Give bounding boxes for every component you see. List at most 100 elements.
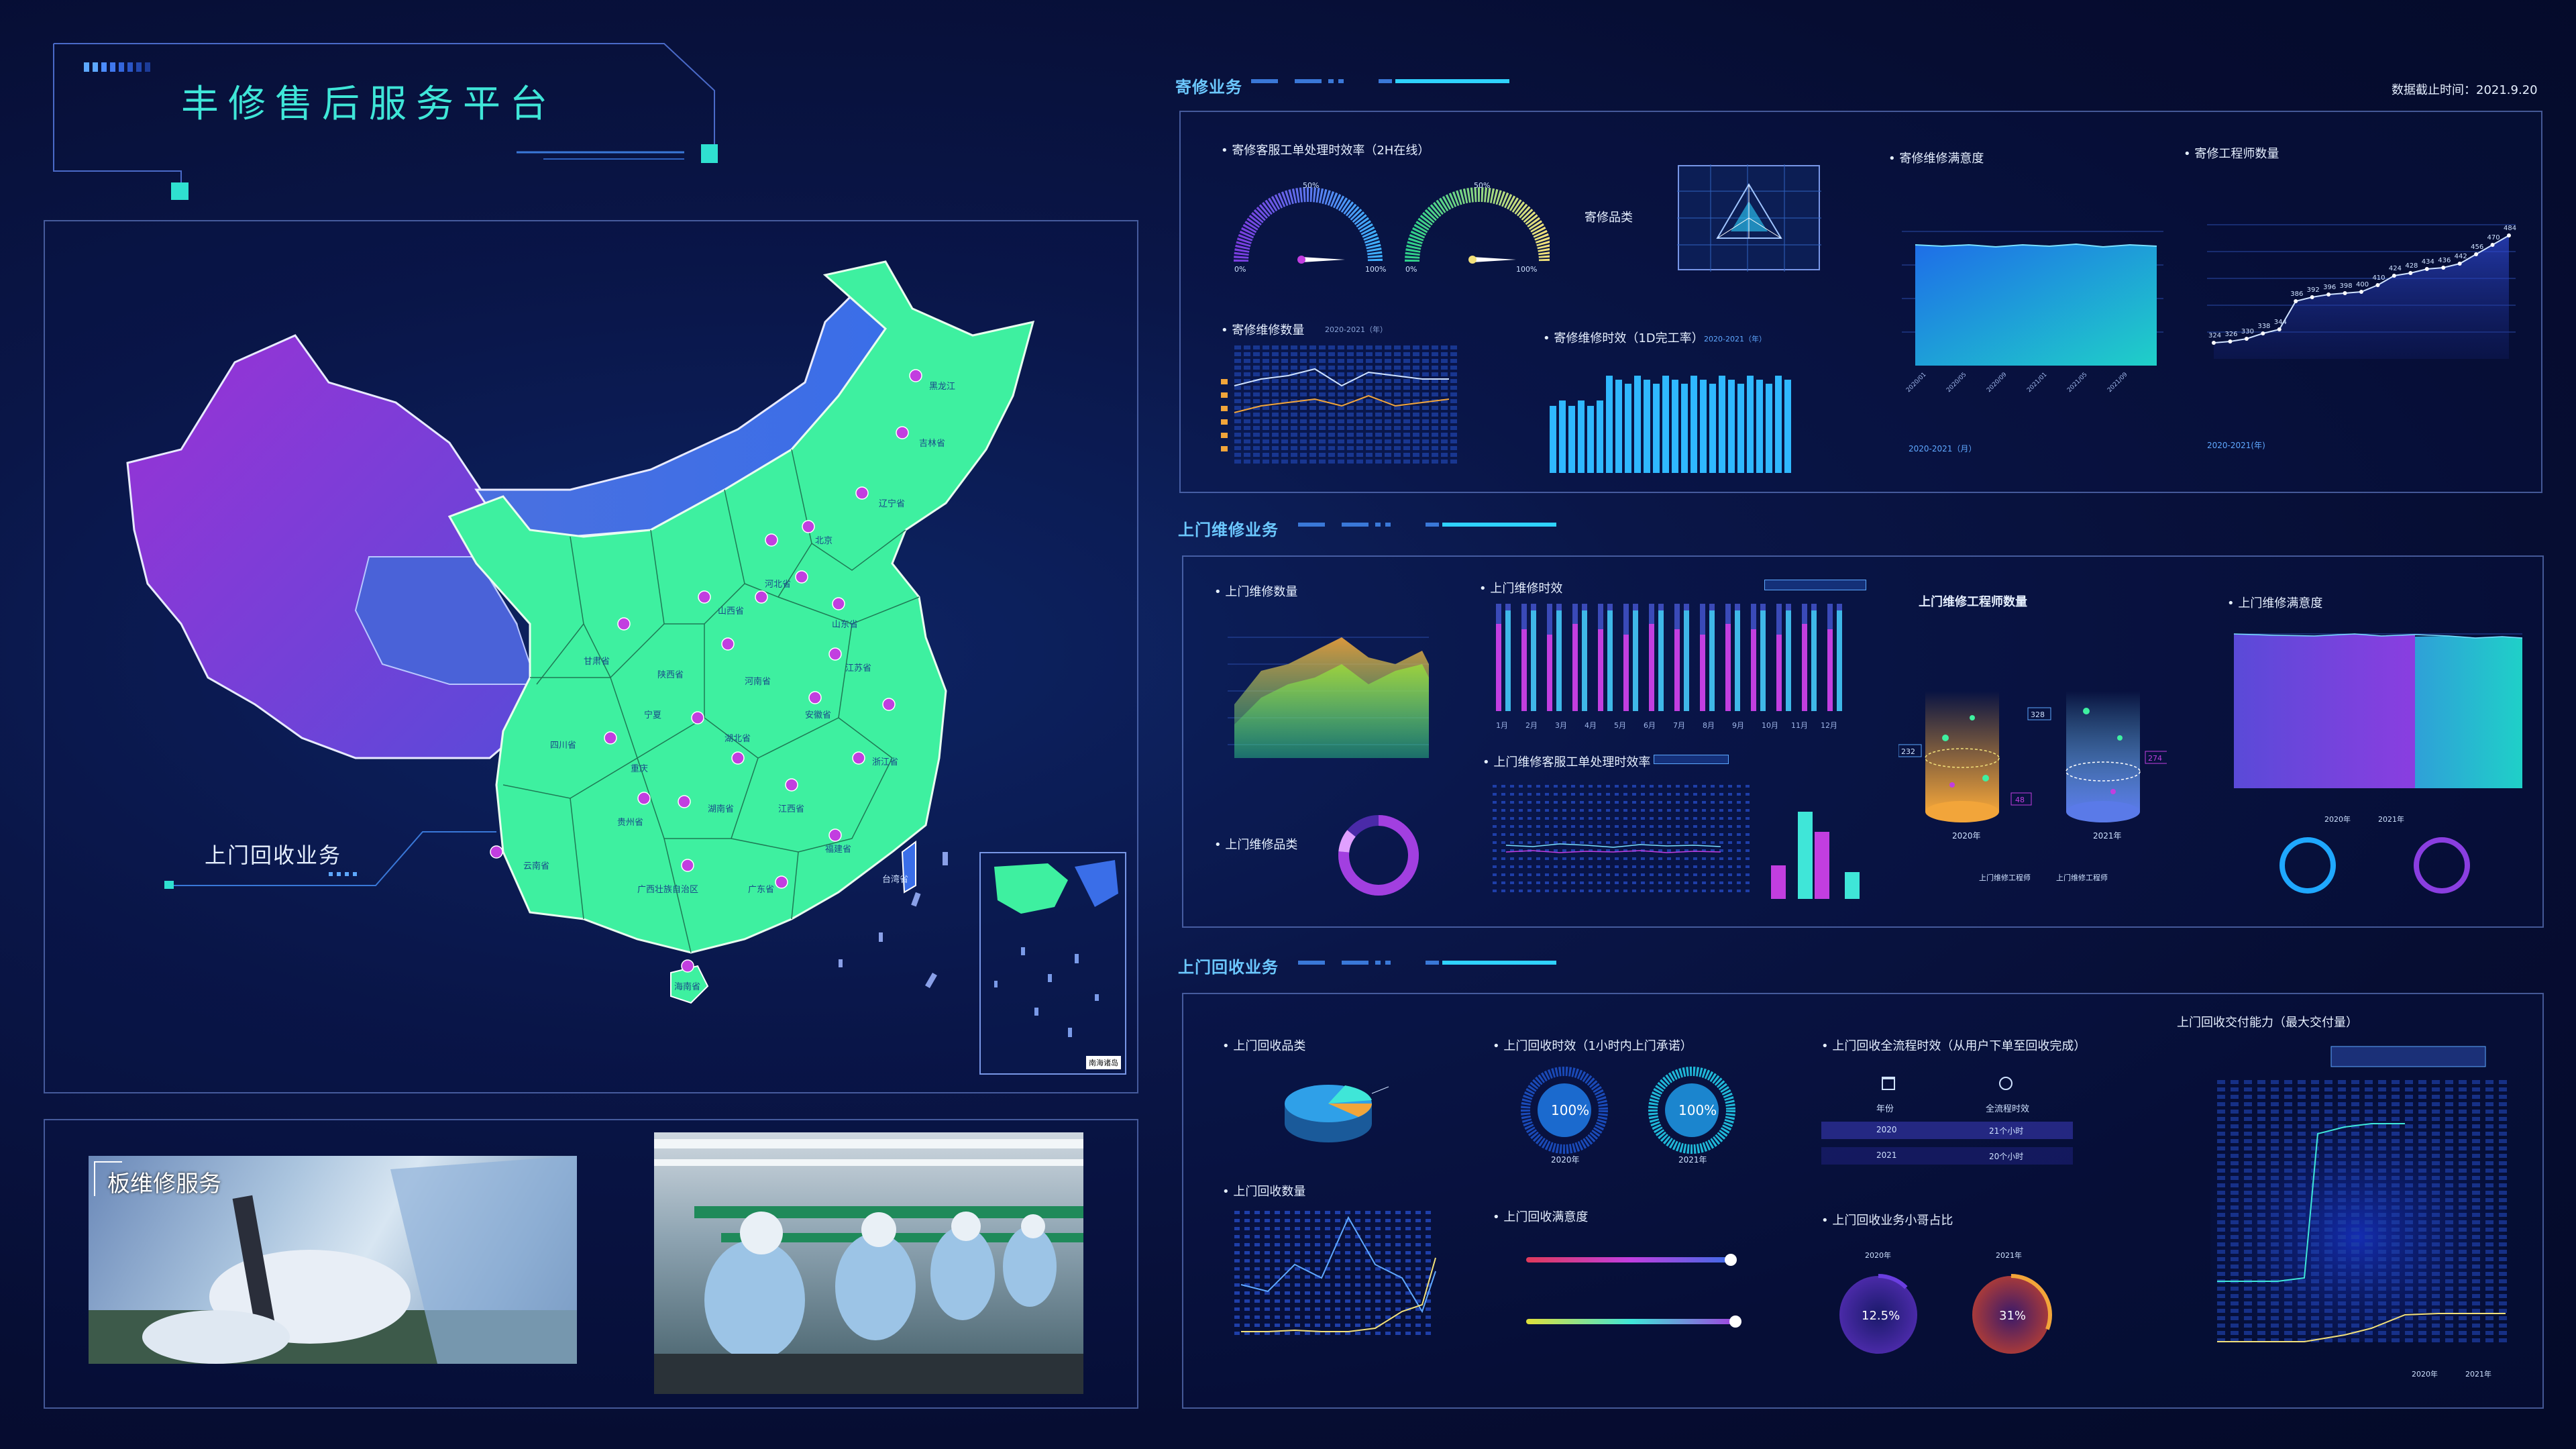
grid-cell [2405, 1294, 2413, 1298]
grid-cell [2445, 1205, 2453, 1210]
grid-cell [1356, 406, 1363, 410]
grid-cell [1501, 825, 1505, 828]
engineer-point-label: 470 [2487, 234, 2500, 241]
grid-cell [1650, 801, 1654, 804]
grid-cell [1335, 1227, 1340, 1230]
grid-cell [2365, 1154, 2373, 1158]
grid-cell [1335, 1291, 1340, 1295]
grid-cell [2405, 1146, 2413, 1150]
grid-cell [1285, 1219, 1290, 1222]
grid-cell [2405, 1198, 2413, 1202]
grid-cell [1253, 352, 1260, 356]
grid-cell [2459, 1324, 2467, 1328]
grid-cell [1432, 359, 1438, 363]
grid-cell [1667, 865, 1671, 868]
timeliness-bar [1606, 376, 1613, 473]
grid-cell [1375, 1267, 1381, 1271]
grid-cell [2231, 1198, 2239, 1202]
recycle-capacity-legend2: 2021年 [2465, 1370, 2491, 1379]
grid-cell [1394, 399, 1401, 403]
svg-text:2020/09: 2020/09 [1986, 371, 2008, 394]
grid-cell [1345, 1251, 1350, 1254]
grid-cell [1244, 1259, 1250, 1263]
grid-cell [1746, 793, 1750, 796]
grid-cell [1684, 857, 1688, 860]
grid-cell [1319, 379, 1326, 383]
calendar-icon [1882, 1077, 1895, 1090]
grid-cell [2244, 1080, 2252, 1084]
grid-cell [1281, 386, 1288, 390]
grid-cell [1355, 1259, 1360, 1263]
grid-cell [1347, 439, 1354, 443]
grid-cell [1597, 865, 1601, 868]
grid-cell [1413, 379, 1419, 383]
grid-cell [1385, 1251, 1391, 1254]
grid-cell [2324, 1235, 2332, 1239]
grid-cell [1676, 849, 1680, 852]
grid-cell [1650, 785, 1654, 788]
grid-cell [1315, 1211, 1320, 1214]
grid-cell [2324, 1287, 2332, 1291]
grid-cell [2338, 1191, 2346, 1195]
grid-cell [1737, 881, 1741, 884]
grid-cell [2298, 1095, 2306, 1099]
timeliness-bar-2021 [1531, 610, 1536, 711]
grid-cell [1309, 439, 1316, 443]
grid-cell [1366, 453, 1373, 457]
grid-cell [2499, 1279, 2507, 1283]
grid-cell [2472, 1161, 2480, 1165]
grid-cell [2445, 1183, 2453, 1187]
grid-cell [2432, 1235, 2440, 1239]
grid-cell [1589, 841, 1593, 844]
grid-cell [1623, 849, 1627, 852]
grid-cell [1244, 1235, 1250, 1238]
grid-cell [2418, 1161, 2426, 1165]
grid-cell [2418, 1169, 2426, 1173]
grid-cell [1309, 352, 1316, 356]
grid-cell [2445, 1191, 2453, 1195]
timeliness-bar [1568, 406, 1575, 473]
grid-cell [1347, 406, 1354, 410]
grid-cell [1275, 1283, 1280, 1287]
grid-cell [1728, 785, 1732, 788]
grid-cell [2405, 1154, 2413, 1158]
grid-cell [1315, 1243, 1320, 1246]
grid-cell [1319, 359, 1326, 363]
timeliness-bar-2021 [1633, 610, 1638, 711]
timeliness-bar [1747, 376, 1754, 473]
grid-cell [2459, 1161, 2467, 1165]
grid-cell [2378, 1265, 2386, 1269]
grid-cell [1234, 1291, 1240, 1295]
grid-cell [1650, 881, 1654, 884]
grid-cell [2472, 1301, 2480, 1305]
grid-cell [2338, 1205, 2346, 1210]
grid-cell [1244, 1251, 1250, 1254]
grid-cell [1328, 453, 1335, 457]
grid-cell [2499, 1324, 2507, 1328]
grid-cell [2432, 1191, 2440, 1195]
grid-cell [1450, 399, 1457, 403]
grid-cell [1291, 379, 1297, 383]
grid-cell [2459, 1301, 2467, 1305]
grid-cell [2392, 1301, 2400, 1305]
grid-cell [1493, 809, 1497, 812]
grid-cell [2338, 1228, 2346, 1232]
engineer-point [2392, 274, 2396, 278]
svg-text:31%: 31% [1999, 1309, 2026, 1323]
grid-cell [1375, 372, 1382, 376]
grid-cell [1281, 372, 1288, 376]
grid-cell [2459, 1102, 2467, 1106]
onsite-count-chart [1228, 637, 1429, 758]
grid-cell [1580, 890, 1584, 892]
grid-cell [1234, 426, 1241, 430]
mail-timeliness-chart [1550, 376, 1791, 473]
grid-cell [1335, 1211, 1340, 1214]
grid-cell [2378, 1095, 2386, 1099]
engineer-point [2441, 266, 2446, 270]
grid-cell [1658, 801, 1662, 804]
grid-cell [2298, 1220, 2306, 1224]
grid-cell [1571, 890, 1575, 892]
grid-cell [2284, 1183, 2292, 1187]
grid-cell [2284, 1146, 2292, 1150]
grid-cell [1728, 817, 1732, 820]
